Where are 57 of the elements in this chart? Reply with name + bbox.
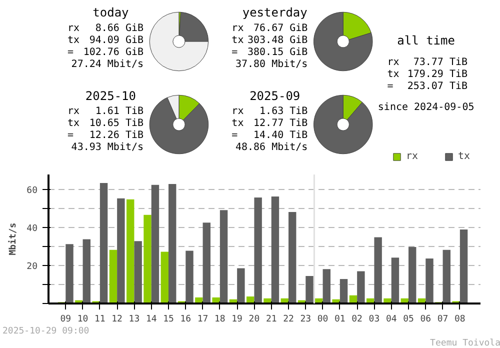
- x-tick-label: 16: [180, 314, 192, 324]
- text: tx 303.48 GiB: [232, 35, 308, 46]
- text: 48.86 Mbit/s: [235, 142, 308, 153]
- text: Teemu Toivola: [430, 338, 500, 348]
- x-tick-label: 18: [214, 314, 226, 324]
- text: = 380.15 GiB: [232, 47, 308, 58]
- x-tick-label: 10: [77, 314, 88, 324]
- text: = 14.40 TiB: [232, 130, 308, 141]
- x-tick-label: 05: [403, 314, 414, 324]
- x-tick-label: 17: [197, 314, 208, 324]
- x-tick-label: 14: [146, 314, 157, 324]
- text: all time: [397, 34, 455, 48]
- text: tx 10.65 TiB: [68, 118, 144, 129]
- x-tick-label: 07: [437, 314, 448, 324]
- x-tick-label: 02: [352, 314, 362, 324]
- x-tick-label: 19: [232, 314, 242, 324]
- chart-title: 2025-10: [85, 89, 136, 103]
- x-tick-label: 11: [94, 314, 106, 324]
- x-tick-label: 08: [454, 314, 466, 324]
- text: 27.24 Mbit/s: [71, 59, 144, 70]
- x-tick-label: 22: [283, 314, 294, 324]
- y-tick-label: 40: [26, 224, 38, 234]
- x-tick-label: 21: [266, 314, 277, 324]
- x-tick-label: 20: [248, 314, 260, 324]
- legend-label: tx: [458, 151, 472, 162]
- y-tick-label: 60: [26, 186, 38, 196]
- legend-label: rx: [406, 151, 420, 162]
- x-tick-label: 15: [163, 314, 174, 324]
- x-tick-label: 01: [334, 314, 346, 324]
- y-axis-title: Mbit/s: [8, 222, 19, 256]
- text: rx 76.67 GiB: [232, 23, 308, 34]
- x-tick-label: 00: [317, 314, 328, 324]
- text: = 12.26 TiB: [68, 130, 144, 141]
- text: 37.80 Mbit/s: [235, 59, 308, 70]
- x-tick-label: 04: [386, 314, 397, 324]
- x-tick-label: 12: [112, 314, 122, 324]
- text: 2025-10-29 09:00: [2, 326, 90, 336]
- text: since 2024-09-05: [378, 102, 474, 113]
- text: = 102.76 GiB: [68, 47, 144, 58]
- text: 43.93 Mbit/s: [71, 142, 144, 153]
- x-tick-label: 13: [128, 314, 140, 324]
- text: rx 8.66 GiB: [68, 23, 144, 34]
- chart-title: yesterday: [242, 6, 308, 20]
- x-tick-label: 06: [420, 314, 432, 324]
- chart-title: today: [92, 6, 129, 20]
- text: tx 179.29 TiB: [387, 69, 468, 80]
- text: rx 1.61 TiB: [68, 106, 144, 117]
- x-tick-label: 03: [368, 314, 380, 324]
- text: rx 73.77 TiB: [387, 57, 468, 68]
- text: rx 1.63 TiB: [232, 106, 308, 117]
- x-tick-label: 23: [300, 314, 312, 324]
- text: tx 12.77 TiB: [232, 118, 308, 129]
- y-tick-label: 20: [26, 262, 38, 272]
- text: = 253.07 TiB: [387, 81, 468, 92]
- text: tx 94.09 GiB: [68, 35, 144, 46]
- x-tick-label: 09: [60, 314, 72, 324]
- chart-title: 2025-09: [250, 89, 300, 103]
